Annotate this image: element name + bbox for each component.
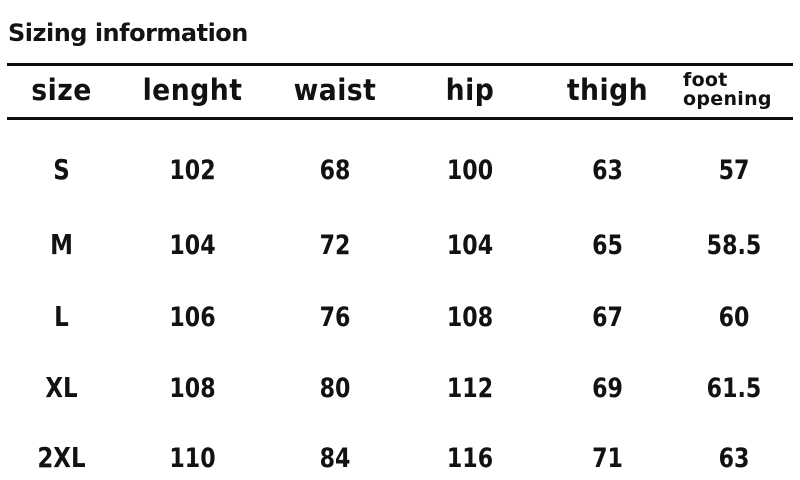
table-header-bottom-rule <box>7 117 793 120</box>
table-row-m: M 104 72 104 65 58.5 <box>8 221 793 269</box>
thigh-value: 69 <box>592 372 623 404</box>
hip-value: 108 <box>446 301 494 333</box>
size-label: M <box>50 228 73 261</box>
foot-opening-value: 63 <box>718 442 750 474</box>
header-cell-thigh: thigh <box>566 72 649 107</box>
table-row-s: S 102 68 100 63 57 <box>8 146 793 194</box>
size-label: XL <box>45 371 78 404</box>
page-title: Sizing information <box>8 19 248 47</box>
hip-value: 112 <box>446 372 494 404</box>
size-label: 2XL <box>37 441 86 474</box>
waist-value: 68 <box>319 154 351 186</box>
table-row-l: L 106 76 108 67 60 <box>8 293 793 341</box>
waist-value: 72 <box>319 229 351 261</box>
foot-opening-value: 60 <box>718 301 750 333</box>
foot-opening-value: 58.5 <box>706 229 762 261</box>
foot-opening-value: 61.5 <box>706 372 762 404</box>
table-top-rule <box>7 63 793 66</box>
table-header-row: size lenght waist hip thigh foot opening <box>8 63 793 117</box>
lenght-value: 110 <box>169 442 216 474</box>
hip-value: 100 <box>446 154 494 186</box>
header-cell-hip: hip <box>445 72 495 107</box>
lenght-value: 104 <box>169 229 216 261</box>
thigh-value: 65 <box>592 229 623 261</box>
lenght-value: 102 <box>169 154 216 186</box>
header-cell-waist: waist <box>293 72 377 107</box>
size-label: L <box>54 300 69 333</box>
thigh-value: 67 <box>592 301 623 333</box>
size-label: S <box>53 153 70 186</box>
header-cell-size: size <box>31 72 92 107</box>
foot-opening-line1: foot <box>683 69 728 91</box>
waist-value: 84 <box>319 442 351 474</box>
thigh-value: 71 <box>592 442 623 474</box>
lenght-value: 106 <box>169 301 216 333</box>
lenght-value: 108 <box>169 372 216 404</box>
foot-opening-value: 57 <box>718 154 750 186</box>
waist-value: 76 <box>319 301 351 333</box>
thigh-value: 63 <box>592 154 623 186</box>
header-cell-foot-opening: foot opening <box>675 71 793 109</box>
hip-value: 116 <box>446 442 494 474</box>
table-row-xl: XL 108 80 112 69 61.5 <box>8 364 793 412</box>
hip-value: 104 <box>446 229 494 261</box>
foot-opening-line2: opening <box>683 88 772 110</box>
waist-value: 80 <box>319 372 351 404</box>
header-cell-lenght: lenght <box>142 72 243 107</box>
table-row-2xl: 2XL 110 84 116 71 63 <box>8 434 793 480</box>
